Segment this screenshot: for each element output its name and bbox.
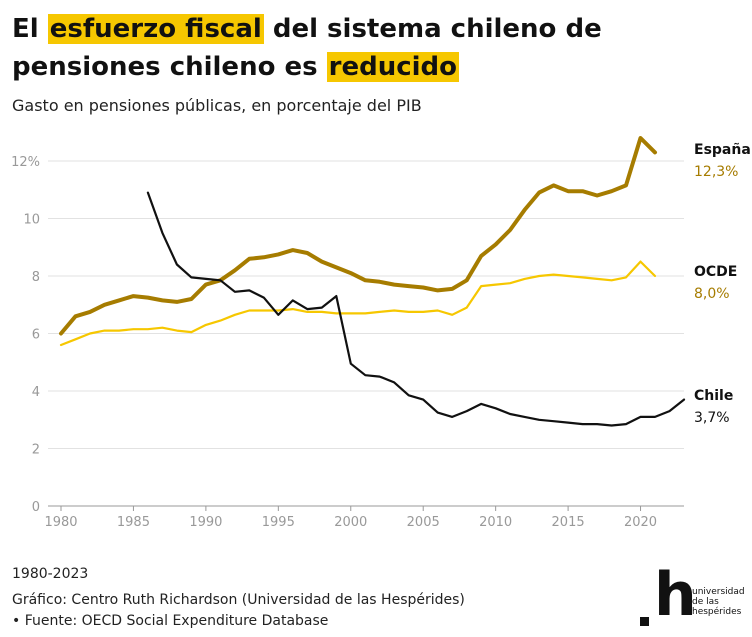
y-tick-label: 12% [11, 155, 40, 170]
x-tick-label: 2000 [334, 515, 367, 530]
series-value-chile: 3,7% [694, 410, 730, 426]
chart-subtitle: Gasto en pensiones públicas, en porcenta… [12, 96, 422, 115]
y-tick-label: 6 [32, 328, 40, 343]
series-line-ocde [59, 260, 657, 347]
x-tick-label: 1990 [189, 515, 222, 530]
series-label-ocde: OCDE [694, 264, 737, 280]
x-tick-label: 2010 [479, 515, 512, 530]
x-tick-label: 1995 [262, 515, 295, 530]
y-tick-label: 0 [32, 500, 40, 515]
title-part-3: chileno es [169, 52, 327, 82]
x-tick-label: 1980 [44, 515, 77, 530]
line-chart: 0 2 4 6 8 10 12% 1980 1985 1990 1995 2000 2005 2010 20… [11, 136, 751, 530]
logo-line-3: hespérides [692, 607, 742, 617]
logo-wordmark: universidad de las hespérides [692, 587, 745, 617]
series-label-espaa: España [694, 142, 751, 158]
title-part-1: El [12, 14, 48, 44]
data-source: • Fuente: OECD Social Expenditure Databa… [12, 613, 329, 629]
y-tick-label: 10 [23, 213, 40, 228]
title-part-2: del sistema chileno de pensiones [12, 14, 602, 82]
series-line-espaa [59, 136, 657, 336]
chart-credit: Gráfico: Centro Ruth Richardson (Univers… [12, 592, 465, 608]
x-tick-label: 2005 [407, 515, 440, 530]
y-tick-label: 4 [32, 385, 40, 400]
series-value-espaa: 12,3% [694, 164, 738, 180]
year-range: 1980-2023 [12, 566, 89, 582]
logo-line-1: universidad [692, 587, 745, 597]
x-tick-label: 2020 [624, 515, 657, 530]
title-highlight-fiscal: esfuerzo fiscal [47, 14, 264, 44]
series-value-ocde: 8,0% [694, 286, 730, 302]
logo-dot-icon [640, 617, 649, 626]
chart-title: El esfuerzo fiscal del sistema chileno d… [12, 10, 742, 86]
logo-mark: h [654, 560, 697, 630]
series-label-chile: Chile [694, 388, 733, 404]
x-tick-label: 2015 [552, 515, 585, 530]
logo-line-2: de las [692, 597, 719, 607]
series-line-chile [146, 191, 686, 427]
x-tick-label: 1985 [117, 515, 150, 530]
y-tick-label: 2 [32, 443, 40, 458]
title-highlight-reducido: reducido [326, 52, 460, 82]
y-tick-label: 8 [32, 270, 40, 285]
university-logo: h universidad de las hespérides [640, 563, 748, 633]
